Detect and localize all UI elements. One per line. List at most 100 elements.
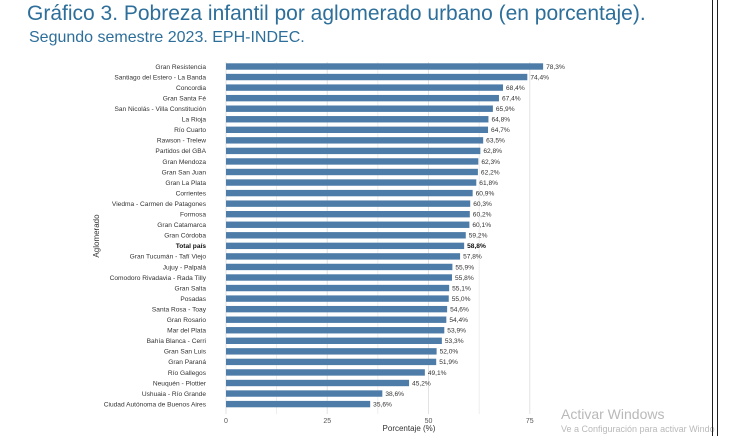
bar-gran-catamarca (226, 221, 470, 228)
value-label: 54,6% (450, 306, 469, 313)
category-label: Gran San Juan (162, 169, 207, 176)
x-tick-label: 25 (323, 418, 331, 425)
x-tick-label: 50 (425, 418, 433, 425)
bar-jujuy-palpala (226, 263, 453, 271)
bar-san-nicolas-villa-constitucion (226, 105, 493, 112)
bar-posadas (226, 295, 449, 302)
bar-partidos-del-gba (226, 147, 481, 155)
x-tick-label: 0 (224, 418, 228, 425)
category-label: Gran Santa Fé (163, 95, 207, 102)
category-label: Gran San Luis (164, 349, 207, 356)
bar-rawson-trelew (226, 137, 484, 144)
bar-gran-cordoba (226, 232, 466, 239)
value-label: 52,0% (440, 349, 459, 356)
category-label: Neuquén - Plottier (153, 380, 207, 387)
category-label: Corrientes (176, 190, 207, 197)
label-layer: 0 25 50 75 Gran Resistencia 78,3% Santiago del… (104, 64, 565, 425)
value-label: 61,8% (479, 180, 498, 187)
category-label: Santiago del Estero - La Banda (114, 74, 206, 81)
bar-gran-tucuman-tafi-viejo (226, 253, 461, 260)
bar-ciudad-autonoma-de-buenos-aires (226, 400, 371, 408)
category-label: Gran Rosario (167, 317, 207, 324)
value-label: 68,4% (506, 85, 525, 92)
bar-gran-santa-fe (226, 94, 499, 102)
category-label: Gran Salta (174, 285, 206, 292)
bar-gran-san-luis (226, 348, 437, 355)
category-label: Rawson - Trelew (157, 138, 206, 145)
category-label: Bahía Blanca - Cerri (147, 338, 207, 345)
value-label: 62,2% (481, 169, 500, 176)
value-label: 60,9% (476, 190, 495, 197)
category-label: Río Cuarto (174, 127, 206, 134)
bar-viedma-carmen-de-patagones (226, 200, 471, 207)
value-label: 53,9% (447, 328, 466, 335)
bar-gran-rosario (226, 316, 447, 323)
bar-gran-san-juan (226, 168, 478, 176)
value-label: 51,9% (439, 359, 458, 366)
bar-la-rioja (226, 116, 489, 123)
category-label: Partidos del GBA (155, 148, 206, 155)
value-label: 60,3% (473, 201, 492, 208)
value-label: 74,4% (530, 74, 549, 81)
value-label: 35,6% (373, 401, 392, 408)
bar-gran-resistencia (226, 63, 544, 70)
bar-neuquen-plottier (226, 379, 410, 387)
category-label: Gran Resistencia (155, 64, 206, 71)
category-label: Viedma - Carmen de Patagones (112, 201, 207, 208)
bar-formosa (226, 211, 470, 218)
value-label: 63,5% (486, 138, 505, 145)
category-label: Gran Tucumán - Tafí Viejo (130, 254, 207, 261)
bar-gran-mendoza (226, 158, 479, 165)
value-label: 78,3% (546, 64, 565, 71)
category-label: Formosa (180, 212, 206, 219)
watermark-title: Activar Windows (561, 406, 665, 422)
category-label: Gran Paraná (168, 359, 206, 366)
value-label: 60,1% (472, 222, 491, 229)
value-label: 38,6% (385, 391, 404, 398)
value-label: 58,8% (467, 243, 486, 250)
category-label: Santa Rosa - Toay (152, 306, 207, 313)
value-label: 67,4% (502, 95, 521, 102)
value-label: 55,0% (452, 296, 471, 303)
category-label: Río Gallegos (168, 370, 207, 377)
value-label: 57,8% (463, 254, 482, 261)
value-label: 59,2% (469, 233, 488, 240)
value-label: 65,9% (496, 106, 515, 113)
value-label: 60,2% (473, 212, 492, 219)
bar-corrientes (226, 189, 473, 197)
bar-comodoro-rivadavia-rada-tilly (226, 274, 452, 281)
bar-concordia (226, 84, 504, 91)
value-label: 55,9% (455, 264, 474, 271)
value-label: 62,3% (481, 159, 500, 166)
value-label: 55,1% (452, 285, 471, 292)
bar-gran-parana (226, 358, 437, 366)
category-label: Total país (176, 243, 207, 250)
category-label: Gran Córdoba (164, 233, 206, 240)
value-label: 64,8% (491, 117, 510, 124)
bar-bahia-blanca-cerri (226, 337, 442, 344)
value-label: 49,1% (428, 370, 447, 377)
category-label: Comodoro Rivadavia - Rada Tilly (110, 275, 207, 282)
chart-subtitle: Segundo semestre 2023. EPH-INDEC. (29, 29, 305, 46)
category-label: Jujuy - Palpalá (163, 264, 207, 271)
window-edge-line (712, 0, 713, 436)
bar-total-pais (226, 242, 465, 250)
value-label: 54,4% (449, 317, 468, 324)
bar-santa-rosa-toay (226, 305, 448, 313)
category-label: Concordia (176, 85, 206, 92)
category-label: La Rioja (182, 117, 207, 124)
value-label: 64,7% (491, 127, 510, 134)
x-axis-title: Porcentaje (%) (383, 424, 436, 433)
value-label: 55,8% (455, 275, 474, 282)
category-label: San Nicolás - Villa Constitución (114, 106, 206, 113)
bar-gran-salta (226, 284, 450, 292)
bar-gran-la-plata (226, 179, 477, 186)
x-tick-label: 75 (526, 418, 534, 425)
bar-rio-gallegos (226, 369, 425, 376)
chart-title: Gráfico 3. Pobreza infantil por aglomera… (27, 2, 646, 25)
value-label: 53,3% (445, 338, 464, 345)
window-edge-line-inner (717, 0, 718, 436)
category-label: Gran La Plata (165, 180, 206, 187)
category-label: Ciudad Autónoma de Buenos Aires (104, 401, 207, 408)
